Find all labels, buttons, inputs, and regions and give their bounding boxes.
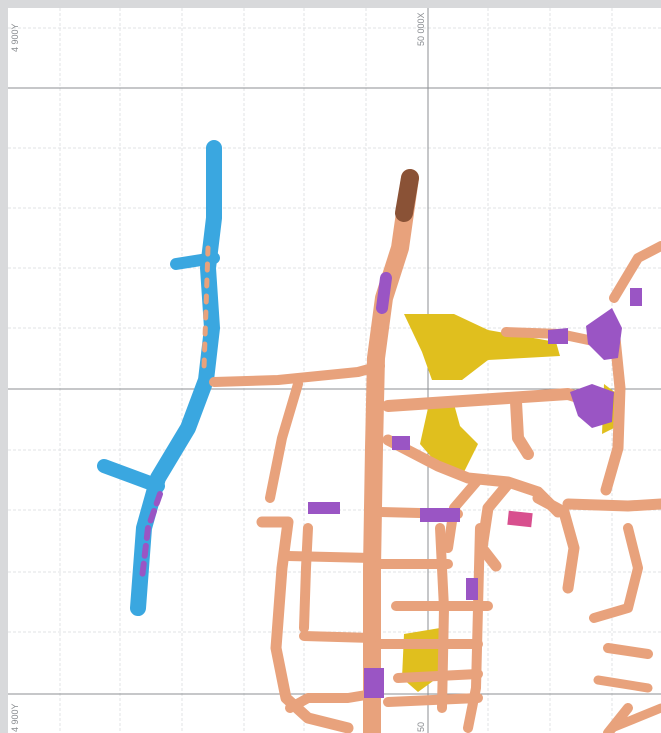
main-ramp[interactable] <box>363 169 419 733</box>
3d-viewport[interactable]: 4 900Y 4 900Y 50 000X 50 <box>8 8 661 733</box>
axis-label-top-left: 4 900Y <box>10 23 20 52</box>
axis-label-top-center: 50 000X <box>416 12 426 46</box>
mine-scene[interactable] <box>8 8 661 733</box>
stopes-purple[interactable] <box>308 288 642 698</box>
axis-label-bottom-left: 4 900Y <box>10 703 20 732</box>
connecting-drift[interactable] <box>209 361 385 503</box>
axis-label-bottom-center: 50 <box>416 721 426 732</box>
orebody-blue[interactable] <box>97 140 222 616</box>
highlight-pink[interactable] <box>507 510 533 528</box>
